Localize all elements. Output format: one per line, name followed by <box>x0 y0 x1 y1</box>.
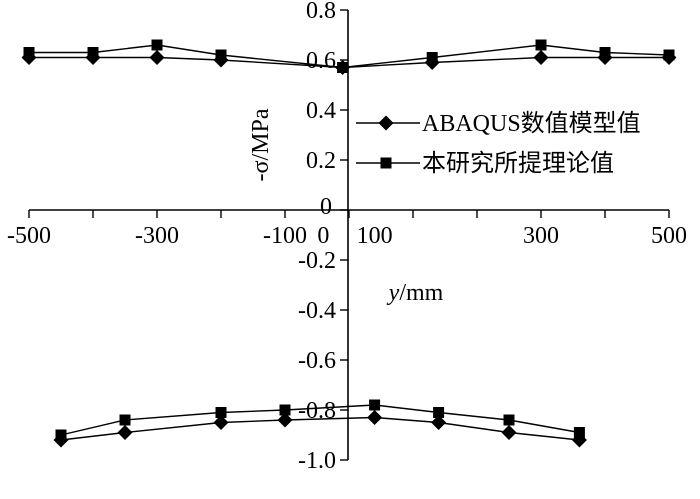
data-point <box>503 414 515 426</box>
legend-marker <box>378 115 394 131</box>
y-axis-label: -σ/MPa <box>248 108 274 181</box>
data-point <box>215 407 227 418</box>
data-point <box>337 62 349 73</box>
data-point <box>55 429 67 441</box>
data-point <box>663 49 675 61</box>
data-point <box>573 427 585 438</box>
x-tick-label: -500 <box>7 223 51 249</box>
series-line <box>60 404 580 436</box>
y-tick-label: 0.6 <box>306 48 336 74</box>
data-point <box>433 407 445 418</box>
data-point <box>501 425 517 440</box>
data-point <box>535 39 547 51</box>
series-line <box>29 56 669 69</box>
data-point <box>431 415 447 430</box>
data-point <box>369 399 381 411</box>
series-line <box>29 44 670 69</box>
series-line <box>60 416 580 441</box>
y-tick-label: -0.6 <box>298 348 336 374</box>
x-tick-label: 0 <box>317 223 329 249</box>
legend-label: ABAQUS数值模型值 <box>422 110 641 137</box>
y-tick-label: -1.0 <box>298 448 336 474</box>
series-square <box>23 39 675 441</box>
x-axis-label: y/mm <box>387 280 444 306</box>
data-point <box>215 49 227 61</box>
data-point <box>87 47 99 58</box>
data-point <box>426 52 438 63</box>
y-tick-label: 0.2 <box>306 148 336 174</box>
x-axis-label-variable: y <box>387 280 400 306</box>
data-point <box>599 47 611 58</box>
legend-label: 本研究所提理论值 <box>422 150 614 177</box>
data-point <box>149 50 165 65</box>
x-axis-label-unit: /mm <box>399 280 443 306</box>
axes: -500 -300 -100 0 100 300 500 0.8 0.6 0.4 0.2 -0.2 -0… <box>7 0 687 474</box>
data-point <box>279 404 291 416</box>
y-tick-label: 0 <box>320 194 332 220</box>
series-layer <box>21 39 677 448</box>
y-tick-label: -0.2 <box>298 248 336 274</box>
legend-marker <box>380 157 392 169</box>
y-tick-label: 0.4 <box>306 98 336 124</box>
data-point <box>277 412 293 428</box>
data-point <box>367 410 383 425</box>
data-point <box>151 39 163 51</box>
data-point <box>23 47 35 58</box>
y-tick-label: -0.4 <box>298 298 336 324</box>
data-point <box>119 414 131 426</box>
x-tick-label: 100 <box>357 223 393 249</box>
data-point <box>533 50 549 65</box>
data-point <box>117 425 133 440</box>
series-diamond <box>21 50 677 448</box>
x-tick-label: 500 <box>651 223 687 249</box>
x-tick-label: -300 <box>135 223 179 249</box>
data-point <box>213 415 229 430</box>
x-tick-label: -100 <box>263 223 307 249</box>
y-tick-label: 0.8 <box>306 0 336 24</box>
x-tick-label: 300 <box>523 223 559 249</box>
